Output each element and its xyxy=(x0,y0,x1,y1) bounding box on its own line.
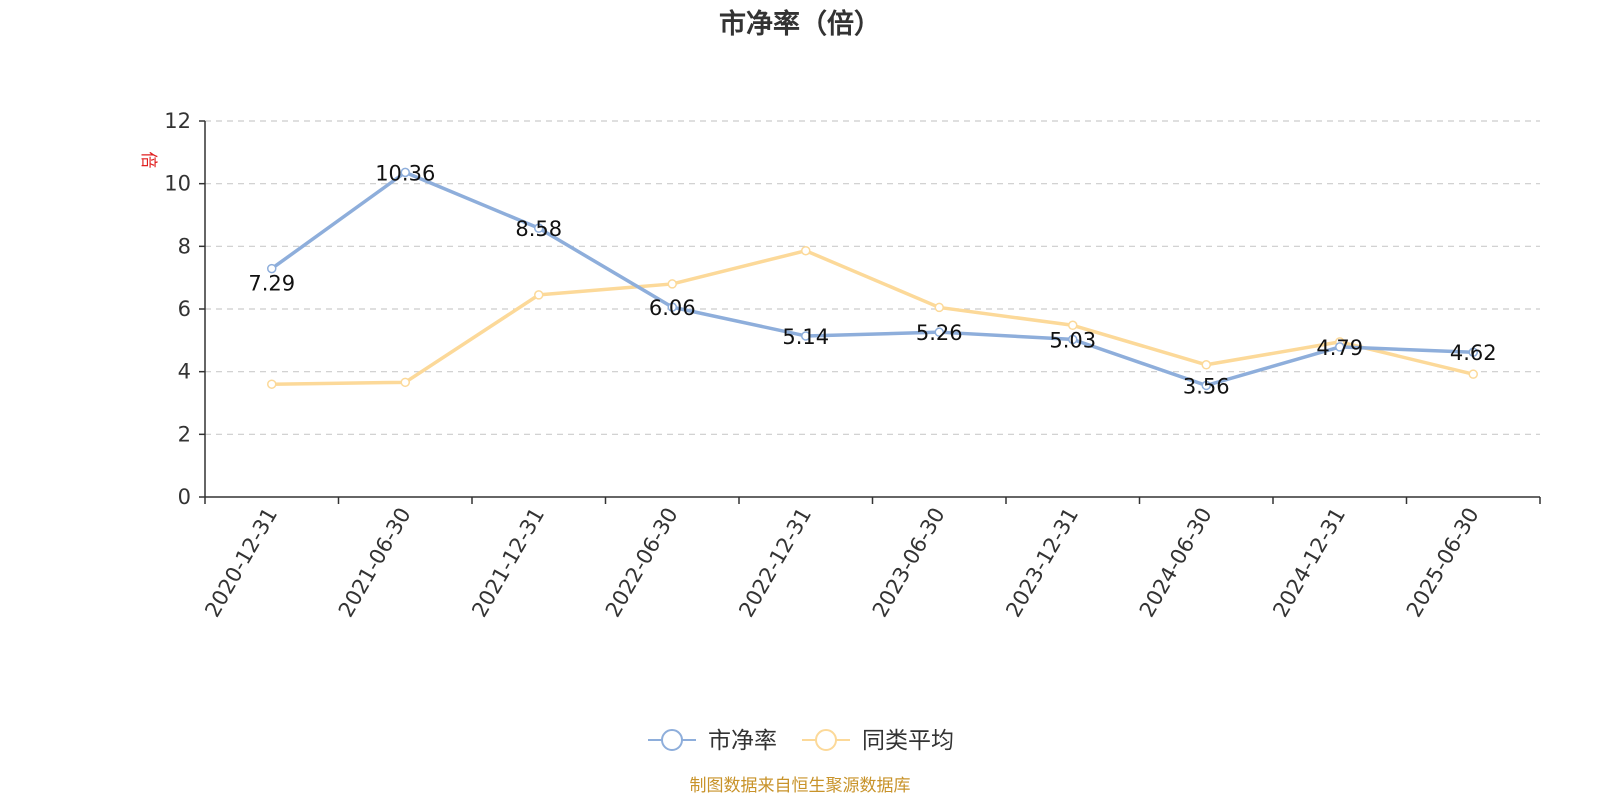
y-axis-label: 倍 xyxy=(138,152,158,169)
series-1-point xyxy=(1335,342,1345,352)
series-line-1 xyxy=(270,170,1474,388)
data-label: 10.36 xyxy=(375,161,435,185)
y-tick-label: 2 xyxy=(178,422,191,446)
series-1-point xyxy=(667,302,677,312)
data-label: 4.62 xyxy=(1450,341,1497,365)
data-label: 6.06 xyxy=(649,296,696,320)
series-1-point xyxy=(1068,334,1078,345)
x-tick-label: 2021-06-30 xyxy=(334,504,416,622)
series-layer xyxy=(267,167,1478,391)
y-tick-label: 8 xyxy=(178,234,191,258)
data-label: 4.79 xyxy=(1316,336,1363,360)
series-1-point xyxy=(400,167,410,178)
legend-item-series-2[interactable]: 同类平均 xyxy=(802,728,954,754)
chart-title: 市净率（倍） xyxy=(719,8,881,40)
data-label: 5.14 xyxy=(782,325,829,349)
series-1-point xyxy=(267,263,277,274)
series-2-point xyxy=(801,245,811,256)
x-tick-label: 2022-12-31 xyxy=(734,504,816,622)
series-2-point xyxy=(534,290,544,300)
series-2-point xyxy=(667,279,677,289)
series-2-point xyxy=(1068,320,1078,331)
grid-lines xyxy=(205,120,1540,435)
data-labels: 7.29 10.36 8.58 6.06 5.14 5.26 5.03 3.56 4.79 4.6… xyxy=(248,161,1496,398)
y-tick-label: 10 xyxy=(164,172,191,196)
x-tick-label: 2024-06-30 xyxy=(1135,504,1217,622)
legend[interactable]: 市净率 同类平均 xyxy=(648,728,954,754)
axes: 0 2 4 6 8 10 12 2020-12-31 2021-06-30 2021-12-31 2… xyxy=(164,109,1541,622)
series-1-point xyxy=(1468,347,1478,357)
series-2-point xyxy=(1201,360,1211,370)
data-label: 3.56 xyxy=(1183,374,1230,398)
x-tick-label: 2020-12-31 xyxy=(200,504,282,622)
x-tick-label: 2025-06-30 xyxy=(1402,504,1484,622)
x-tick-label: 2024-12-31 xyxy=(1268,504,1350,622)
y-tick-label: 12 xyxy=(164,109,191,133)
legend-label-series-1: 市净率 xyxy=(708,728,777,754)
series-2-point xyxy=(400,377,410,388)
series-line-2 xyxy=(271,248,1474,386)
x-tick-label: 2021-12-31 xyxy=(467,504,549,622)
legend-item-series-1[interactable]: 市净率 xyxy=(648,728,777,754)
series-1-point xyxy=(801,331,811,341)
data-label: 8.58 xyxy=(515,217,562,241)
x-tick-label: 2022-06-30 xyxy=(601,504,683,622)
x-tick-label: 2023-06-30 xyxy=(868,504,950,622)
series-1-point xyxy=(534,223,544,233)
y-tick-label: 4 xyxy=(178,360,191,384)
y-tick-label: 6 xyxy=(178,297,191,321)
data-source-note: 制图数据来自恒生聚源数据库 xyxy=(690,776,911,796)
legend-label-series-2: 同类平均 xyxy=(862,728,954,754)
series-2-point xyxy=(1468,369,1478,379)
data-label: 5.03 xyxy=(1049,328,1096,352)
data-label: 7.29 xyxy=(248,272,295,296)
x-tick-label: 2023-12-31 xyxy=(1001,504,1083,622)
y-tick-label: 0 xyxy=(178,485,191,509)
data-label: 5.26 xyxy=(916,321,963,345)
series-2-point xyxy=(267,379,277,389)
series-2-point xyxy=(934,302,944,313)
series-1-point xyxy=(1201,380,1211,391)
series-1-point xyxy=(934,327,944,337)
